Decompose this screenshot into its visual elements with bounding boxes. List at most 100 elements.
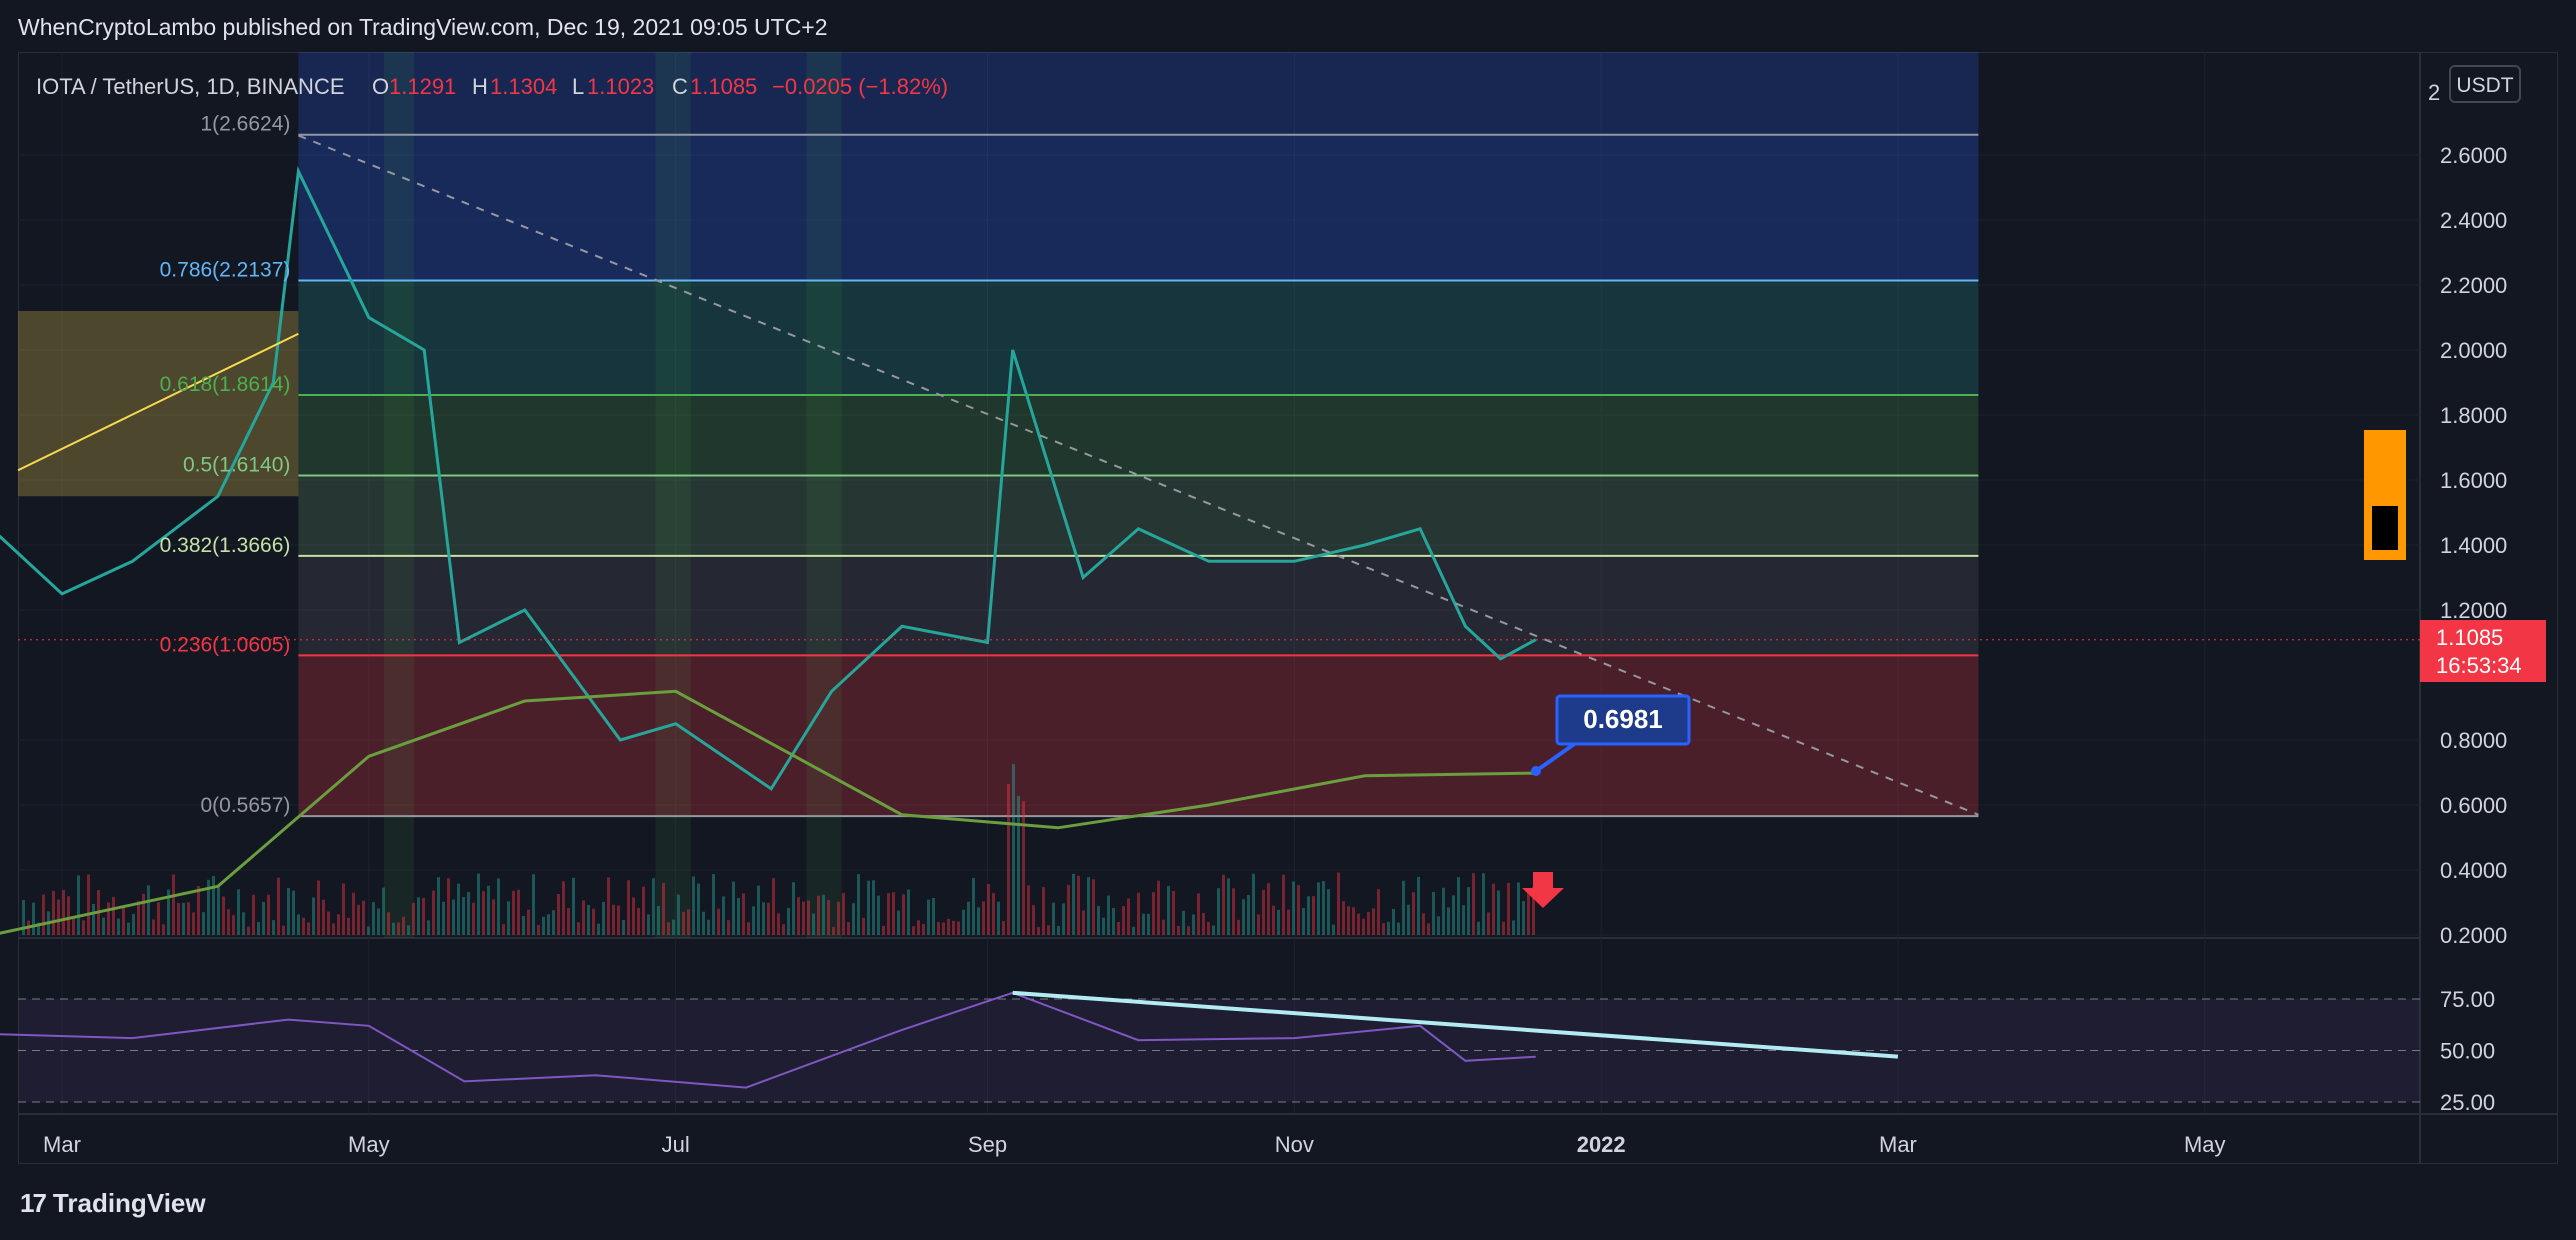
volume-bar xyxy=(87,874,90,935)
volume-bar xyxy=(797,897,800,935)
tradingview-logo[interactable]: 17 TradingView xyxy=(20,1188,206,1219)
chart-frame[interactable] xyxy=(18,52,2558,1164)
volume-bar xyxy=(1322,881,1325,935)
volume-bar xyxy=(782,924,785,935)
volume-bar xyxy=(1167,885,1170,935)
volume-bar xyxy=(1297,885,1300,935)
volume-bar xyxy=(932,897,935,935)
volume-bar xyxy=(1017,795,1020,935)
volume-bar xyxy=(1257,914,1260,935)
volume-bar xyxy=(1417,876,1420,935)
volume-bar xyxy=(677,894,680,935)
price-tick: 0.4000 xyxy=(2440,858,2507,883)
volume-bar xyxy=(917,920,920,935)
volume-bar xyxy=(542,916,545,935)
fib-level-label: 0.786(2.2137) xyxy=(160,259,291,282)
volume-bar xyxy=(562,881,565,935)
volume-bar xyxy=(1482,873,1485,935)
volume-bar xyxy=(192,912,195,935)
volume-bar xyxy=(1422,913,1425,935)
volume-bar xyxy=(1152,892,1155,935)
volume-bar xyxy=(437,877,440,935)
volume-bar xyxy=(807,900,810,935)
price-axis[interactable]: 2.6000 2.4000 2.2000 2.0000 1.8000 1.6000 1.40… xyxy=(2440,143,2507,948)
rsi-trend-line xyxy=(1012,990,1899,1059)
volume-bar xyxy=(1472,873,1475,935)
volume-bar xyxy=(242,912,245,935)
volume-bar xyxy=(1102,917,1105,935)
volume-bar xyxy=(1387,921,1390,935)
volume-bar xyxy=(1317,882,1320,935)
volume-bar xyxy=(662,882,665,935)
volume-bar xyxy=(1227,878,1230,935)
volume-bar xyxy=(122,907,125,935)
volume-bar xyxy=(447,878,450,935)
volume-bar xyxy=(937,922,940,935)
volume-bar xyxy=(1512,920,1515,935)
volume-bar xyxy=(762,902,765,935)
volume-bar xyxy=(1342,901,1345,935)
volume-bar xyxy=(1292,881,1295,935)
volume-bar xyxy=(1047,925,1050,935)
fib-band xyxy=(298,475,1979,556)
volume-bar xyxy=(197,886,200,935)
volume-bar xyxy=(1272,905,1275,935)
volume-bar xyxy=(1507,883,1510,935)
volume-bar xyxy=(422,897,425,935)
volume-bar xyxy=(1182,910,1185,935)
volume-bar xyxy=(22,900,25,935)
volume-bar xyxy=(547,914,550,935)
volume-bar xyxy=(237,889,240,935)
volume-bar xyxy=(1197,893,1200,935)
volume-bar xyxy=(1222,874,1225,935)
volume-bar xyxy=(837,901,840,935)
volume-bar xyxy=(387,912,390,935)
volume-bar xyxy=(697,883,700,935)
currency-unit-label: USDT xyxy=(2456,74,2513,97)
price-callout[interactable] xyxy=(1555,694,1691,746)
volume-bar xyxy=(1012,764,1015,935)
volume-bar xyxy=(552,910,555,935)
session-band xyxy=(655,52,691,938)
tradingview-logo-icon: 17 xyxy=(20,1188,47,1218)
volume-bar xyxy=(1062,903,1065,935)
volume-bar xyxy=(1087,877,1090,935)
volume-bar xyxy=(1112,908,1115,935)
high-label: H xyxy=(472,74,488,99)
volume-bar xyxy=(877,895,880,935)
volume-bar xyxy=(1172,891,1175,935)
volume-bar xyxy=(517,889,520,935)
volume-bar xyxy=(472,902,475,935)
volume-bar xyxy=(427,920,430,935)
volume-bar xyxy=(1312,896,1315,935)
fib-level-label: 1(2.6624) xyxy=(201,113,291,136)
volume-bar xyxy=(942,922,945,935)
volume-bar xyxy=(752,906,755,935)
support-line xyxy=(17,332,299,472)
volume-bar xyxy=(867,880,870,935)
low-value: 1.1023 xyxy=(587,74,654,99)
volume-bar xyxy=(647,914,650,935)
volume-bar xyxy=(737,897,740,935)
volume-bar xyxy=(1517,882,1520,935)
volume-bar xyxy=(597,923,600,935)
volume-bar xyxy=(1217,888,1220,935)
volume-bar xyxy=(1157,880,1160,935)
fib-level-label: 0.618(1.8614) xyxy=(160,373,291,396)
volume-bar xyxy=(262,901,265,935)
volume-bar xyxy=(52,890,55,935)
price-line xyxy=(0,166,1537,791)
volume-bar xyxy=(707,919,710,935)
time-axis[interactable]: Mar May Jul Sep Nov 2022 Mar May xyxy=(43,1132,2226,1157)
volume-bar xyxy=(682,911,685,935)
volume-bar xyxy=(1477,921,1480,935)
rsi-tick: 25.00 xyxy=(2440,1090,2495,1115)
volume-bar xyxy=(297,914,300,935)
volume-bar xyxy=(892,892,895,935)
volume-bar xyxy=(67,896,70,935)
currency-unit-button[interactable] xyxy=(2449,65,2521,103)
volume-bar xyxy=(272,920,275,935)
volume-bar xyxy=(992,893,995,935)
volume-bar xyxy=(532,874,535,935)
